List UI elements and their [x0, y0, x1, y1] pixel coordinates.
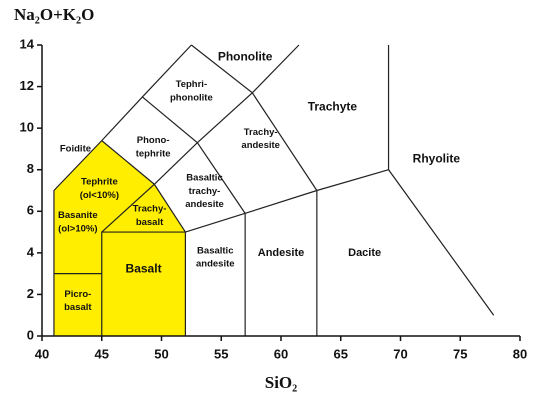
field-label: Phonolite	[218, 50, 273, 64]
x-tick-label: 75	[453, 346, 467, 361]
field-label: Andesite	[258, 247, 304, 259]
x-tick-label: 40	[35, 346, 49, 361]
field-label: basalt	[64, 302, 92, 313]
y-tick-label: 4	[27, 244, 35, 259]
field-label: Tephri-	[176, 79, 208, 90]
highlight-field	[53, 140, 186, 336]
field-label: Rhyolite	[413, 151, 461, 165]
field-label: Basalt	[126, 262, 162, 276]
y-axis-label: Na₂O+K₂O	[14, 5, 94, 24]
x-tick-label: 80	[513, 346, 527, 361]
field-label: trachy-	[189, 186, 221, 197]
field-label: tephrite	[136, 148, 171, 159]
field-label: Dacite	[348, 247, 381, 259]
field-boundary	[101, 231, 186, 336]
field-label: andesite	[241, 140, 280, 151]
field-label: Picro-	[64, 289, 91, 300]
y-tick-label: 12	[20, 78, 34, 93]
field-label: Basaltic	[197, 245, 233, 256]
field-label: Basanite	[58, 210, 98, 221]
field-boundary	[101, 183, 155, 233]
x-tick-label: 55	[214, 346, 228, 361]
field-label: andesite	[196, 259, 235, 270]
field-label: basalt	[136, 217, 164, 228]
y-tick-label: 10	[20, 120, 34, 135]
field-label: Trachyte	[308, 100, 358, 114]
field-label: Phono-	[137, 135, 170, 146]
field-boundary	[101, 44, 300, 186]
y-tick-label: 2	[27, 286, 34, 301]
y-tick-label: 14	[20, 36, 35, 51]
field-label: Trachy-	[133, 204, 167, 215]
field-label: Foidite	[60, 143, 91, 154]
x-axis-label: SiO₂	[265, 373, 298, 392]
field-boundary	[141, 96, 246, 214]
x-tick-label: 65	[334, 346, 348, 361]
y-tick-label: 6	[27, 203, 34, 218]
field-label: Basaltic	[186, 173, 222, 184]
x-tick-label: 50	[154, 346, 168, 361]
field-label: (ol>10%)	[58, 223, 97, 234]
field-label: andesite	[185, 199, 224, 210]
field-label: Tephrite	[81, 177, 118, 188]
x-tick-label: 70	[393, 346, 407, 361]
x-tick-label: 60	[274, 346, 288, 361]
field-label: (ol<10%)	[80, 190, 119, 201]
field-boundary	[191, 44, 318, 191]
y-tick-label: 8	[27, 161, 34, 176]
x-tick-label: 45	[95, 346, 109, 361]
y-tick-label: 0	[27, 327, 34, 342]
field-label: phonolite	[170, 92, 213, 103]
field-boundary	[153, 183, 186, 233]
field-label: Trachy-	[244, 127, 278, 138]
field-boundary	[185, 169, 495, 316]
